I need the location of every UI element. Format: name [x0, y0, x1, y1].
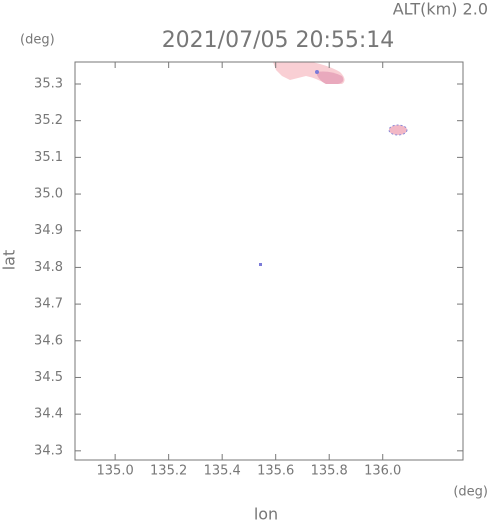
y-tick-label: 35.0: [34, 187, 63, 202]
echo: [315, 70, 319, 74]
y-tick-label: 35.3: [34, 77, 63, 92]
x-axis-label: lon: [254, 505, 278, 521]
y-tick-label: 34.7: [34, 297, 63, 312]
y-axis-label: lat: [0, 250, 19, 271]
x-tick-label: 135.0: [97, 464, 134, 479]
echo: [316, 71, 344, 84]
y-tick-label: 34.8: [34, 260, 63, 275]
chart-title: 2021/07/05 20:55:14: [162, 28, 395, 53]
altitude-label: ALT(km) 2.0: [393, 0, 488, 19]
x-tick-label: 136.0: [364, 464, 401, 479]
y-tick-label: 35.2: [34, 113, 63, 128]
echo: [259, 263, 262, 266]
y-tick-label: 34.3: [34, 443, 63, 458]
plot-frame: [74, 61, 464, 461]
echo: [388, 124, 408, 136]
x-tick-label: 135.2: [150, 464, 187, 479]
x-tick-label: 135.8: [311, 464, 348, 479]
x-unit: (deg): [453, 485, 488, 500]
y-tick-label: 34.6: [34, 333, 63, 348]
echoes: [259, 62, 408, 266]
y-unit: (deg): [20, 33, 55, 48]
x-tick-label: 135.6: [257, 464, 294, 479]
x-tick-label: 135.4: [204, 464, 241, 479]
y-tick-label: 35.1: [34, 150, 63, 165]
y-tick-label: 34.5: [34, 370, 63, 385]
y-tick-label: 34.9: [34, 223, 63, 238]
y-tick-label: 34.4: [34, 407, 63, 422]
